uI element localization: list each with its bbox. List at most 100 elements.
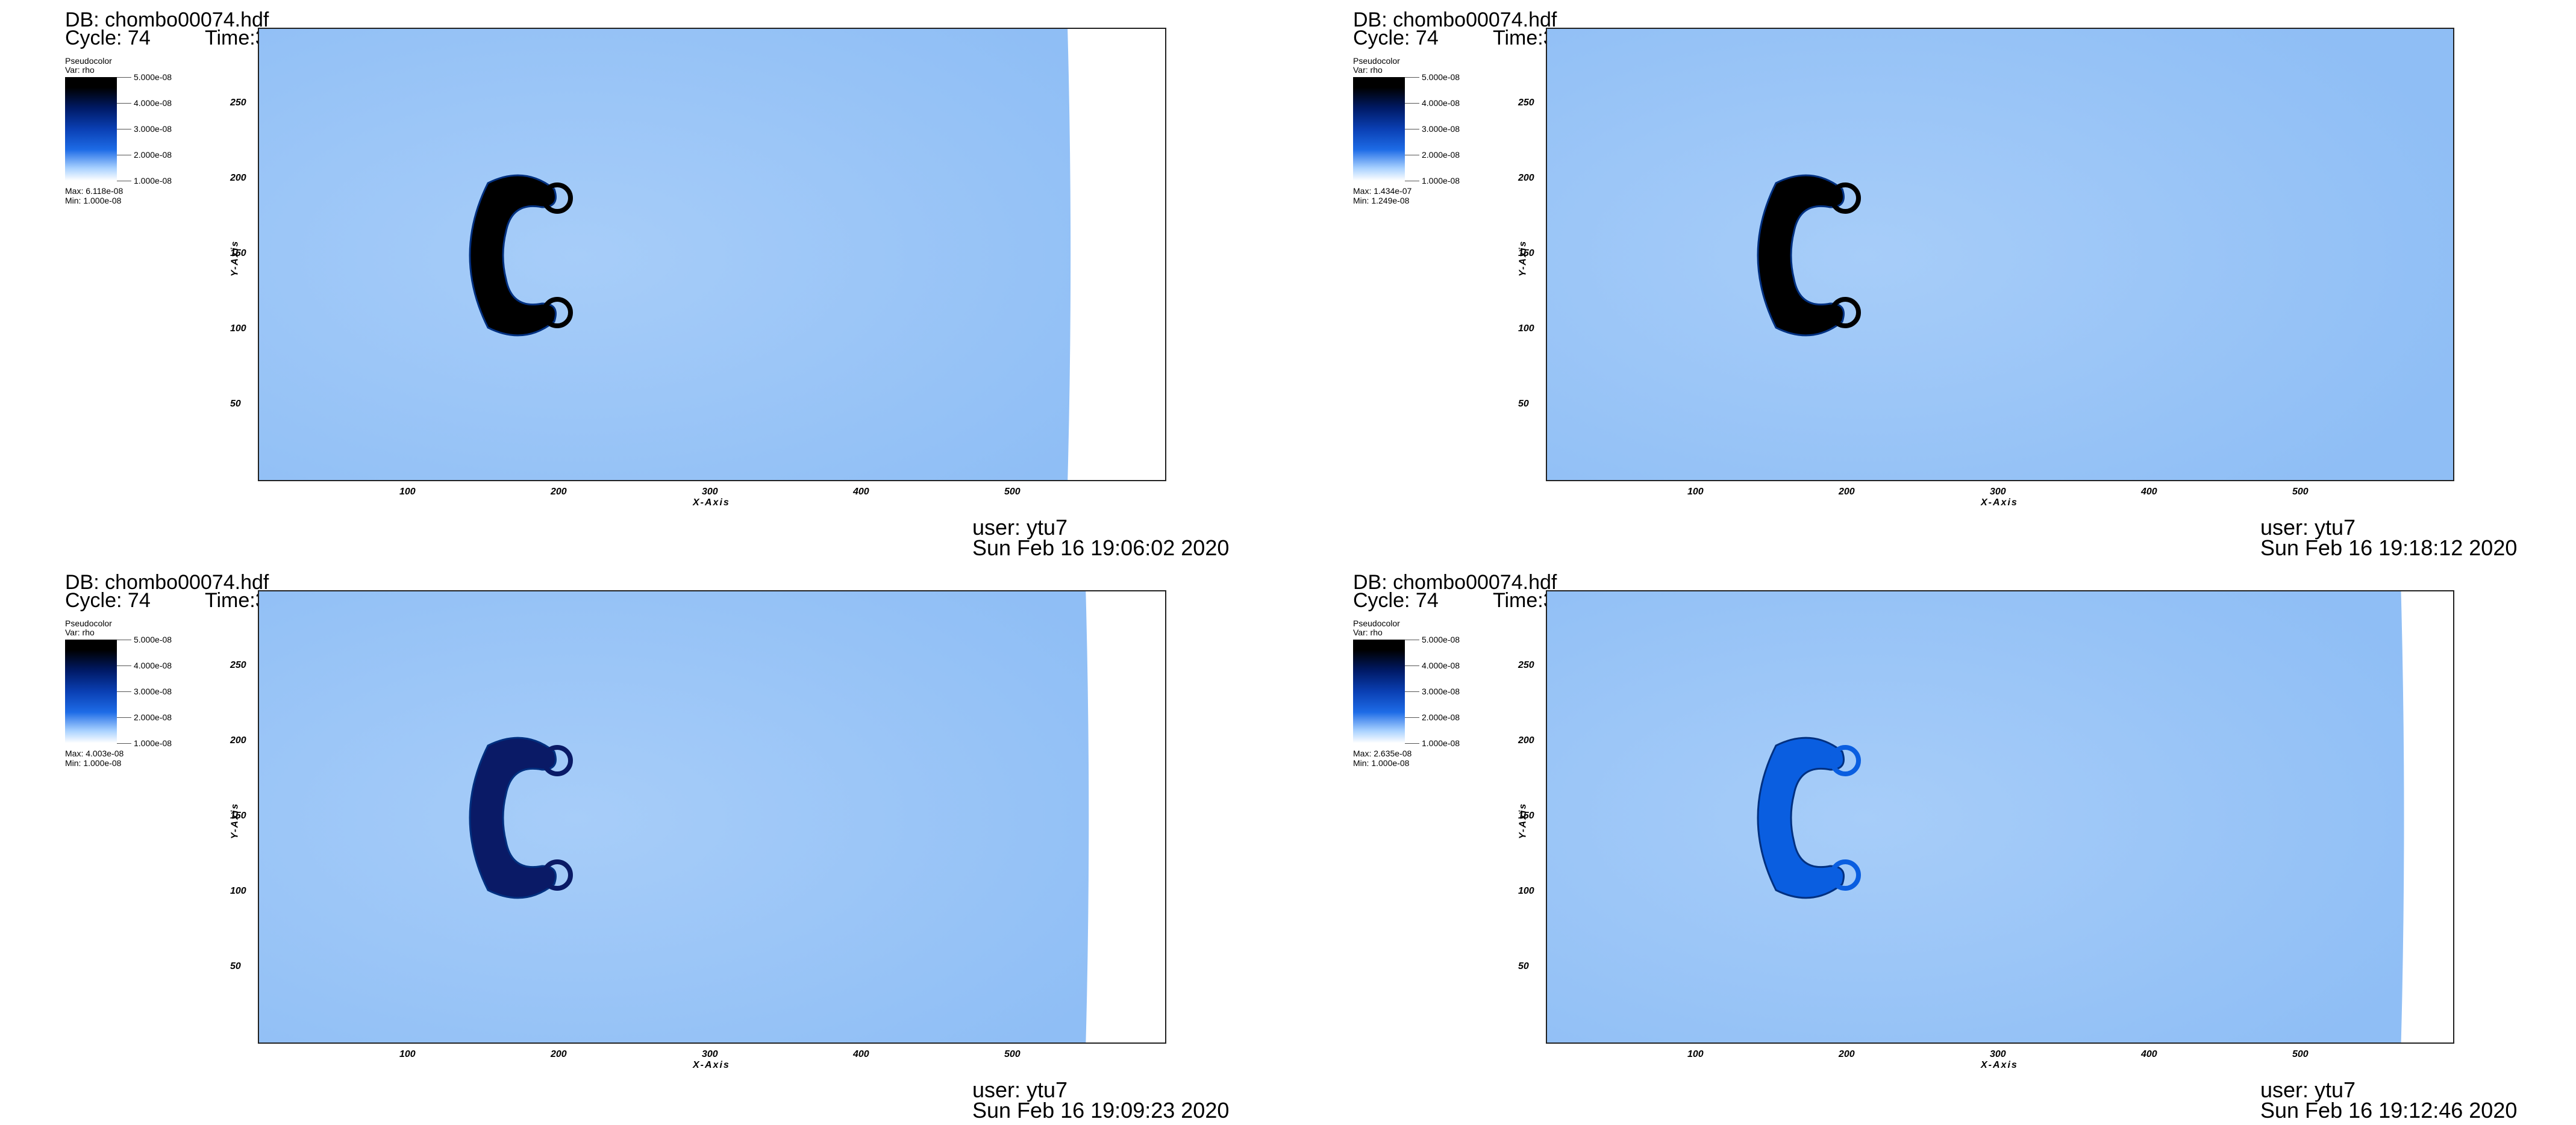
colorbar-tick-label: 1.000e-08 xyxy=(134,738,172,748)
shock-front xyxy=(1068,29,1165,480)
x-tick-label: 100 xyxy=(1687,1049,1704,1059)
legend-title: Pseudocolor Var: rho xyxy=(1353,619,1400,637)
y-tick-label: 200 xyxy=(1518,735,1534,746)
legend-plot-type: Pseudocolor xyxy=(1353,619,1400,628)
colorbar-tick xyxy=(117,717,131,718)
vortex-roll xyxy=(1830,745,1861,776)
y-tick-label: 250 xyxy=(230,98,246,108)
colorbar-tick-label: 3.000e-08 xyxy=(1422,687,1460,696)
dense-bubble xyxy=(469,174,557,337)
colorbar-tick-label: 2.000e-08 xyxy=(1422,712,1460,722)
legend-plot-type: Pseudocolor xyxy=(1353,56,1400,66)
y-tick-label: 50 xyxy=(230,961,241,971)
density-field xyxy=(1547,29,2453,480)
x-tick-label: 400 xyxy=(2141,487,2157,497)
legend-title: Pseudocolor Var: rho xyxy=(65,619,112,637)
legend-min: Min: 1.000e-08 xyxy=(65,758,122,768)
colorbar-tick-label: 4.000e-08 xyxy=(134,661,172,670)
timestamp: Sun Feb 16 19:18:12 2020 xyxy=(2260,535,2518,560)
cycle-label: Cycle: 74 xyxy=(1353,589,1439,612)
x-tick-label: 100 xyxy=(399,1049,416,1059)
x-tick-label: 100 xyxy=(399,487,416,497)
colorbar-tick-label: 2.000e-08 xyxy=(134,712,172,722)
timestamp: Sun Feb 16 19:12:46 2020 xyxy=(2260,1098,2518,1123)
x-tick-label: 500 xyxy=(2292,487,2309,497)
colorbar-tick-label: 4.000e-08 xyxy=(1422,661,1460,670)
legend-max: Max: 6.118e-08 xyxy=(65,186,123,196)
x-tick-label: 300 xyxy=(702,487,718,497)
visit-panel: DB: chombo00074.hdf Cycle: 74 Time:3.7e-… xyxy=(1288,562,2576,1125)
db-label: DB: chombo00074.hdf xyxy=(65,571,269,594)
colorbar-tick xyxy=(1405,665,1419,666)
vortex-roll xyxy=(1830,859,1861,891)
colorbar-tick xyxy=(1405,743,1419,744)
legend-var: Var: rho xyxy=(65,628,95,637)
y-tick-label: 150 xyxy=(1518,248,1534,258)
y-tick-label: 50 xyxy=(230,399,241,409)
cycle-label: Cycle: 74 xyxy=(65,26,151,49)
shock-front xyxy=(1086,591,1165,1042)
density-field xyxy=(259,591,1165,1042)
colorbar-tick-label: 5.000e-08 xyxy=(134,72,172,82)
timestamp: Sun Feb 16 19:09:23 2020 xyxy=(972,1098,1230,1123)
colorbar xyxy=(65,77,117,181)
density-plot xyxy=(258,590,1166,1044)
legend-title: Pseudocolor Var: rho xyxy=(65,57,112,75)
legend-plot-type: Pseudocolor xyxy=(65,619,112,628)
colorbar-tick xyxy=(1405,717,1419,718)
y-tick-label: 200 xyxy=(230,735,246,746)
colorbar-tick-label: 2.000e-08 xyxy=(1422,150,1460,160)
legend-min: Min: 1.000e-08 xyxy=(65,196,122,205)
y-tick-label: 150 xyxy=(1518,811,1534,821)
x-tick-label: 400 xyxy=(2141,1049,2157,1059)
colorbar-tick xyxy=(117,103,131,104)
legend-min: Min: 1.249e-08 xyxy=(1353,196,1410,205)
visit-panel: DB: chombo00074.hdf Cycle: 74 Time:3.7e-… xyxy=(1288,0,2576,562)
colorbar-tick xyxy=(1405,77,1419,78)
colorbar-tick xyxy=(117,691,131,692)
x-tick-label: 300 xyxy=(1990,487,2006,497)
x-tick-label: 400 xyxy=(853,487,869,497)
legend-max: Max: 4.003e-08 xyxy=(65,749,124,758)
vortex-roll xyxy=(542,297,573,328)
colorbar-tick-label: 2.000e-08 xyxy=(134,150,172,160)
visit-panel: DB: chombo00074.hdf Cycle: 74 Time:3.7e-… xyxy=(0,562,1288,1125)
density-background xyxy=(1547,591,2453,1042)
legend-plot-type: Pseudocolor xyxy=(65,56,112,66)
x-tick-label: 500 xyxy=(2292,1049,2309,1059)
y-tick-label: 100 xyxy=(230,886,246,896)
legend-max: Max: 2.635e-08 xyxy=(1353,749,1412,758)
x-axis-label: X-Axis xyxy=(693,1060,730,1070)
x-tick-label: 200 xyxy=(1839,1049,1855,1059)
density-background xyxy=(259,29,1165,480)
y-tick-label: 200 xyxy=(230,173,246,183)
x-axis-label: X-Axis xyxy=(1981,497,2018,508)
dense-bubble xyxy=(469,737,557,899)
y-tick-label: 100 xyxy=(1518,323,1534,334)
x-tick-label: 500 xyxy=(1004,1049,1021,1059)
colorbar-tick-label: 5.000e-08 xyxy=(134,635,172,644)
colorbar-tick-label: 3.000e-08 xyxy=(1422,124,1460,134)
vortex-roll xyxy=(542,745,573,776)
density-field xyxy=(259,29,1165,480)
y-tick-label: 50 xyxy=(1518,399,1529,409)
x-tick-label: 200 xyxy=(551,487,567,497)
colorbar-tick-label: 5.000e-08 xyxy=(1422,72,1460,82)
legend-min: Min: 1.000e-08 xyxy=(1353,758,1410,768)
x-tick-label: 300 xyxy=(702,1049,718,1059)
dense-bubble xyxy=(1757,737,1845,899)
timestamp: Sun Feb 16 19:06:02 2020 xyxy=(972,535,1230,560)
x-axis-label: X-Axis xyxy=(693,497,730,508)
density-plot xyxy=(1546,590,2454,1044)
y-tick-label: 250 xyxy=(1518,98,1534,108)
colorbar-tick-label: 1.000e-08 xyxy=(1422,738,1460,748)
colorbar xyxy=(1353,640,1405,743)
colorbar-tick-label: 3.000e-08 xyxy=(134,124,172,134)
colorbar-tick-label: 1.000e-08 xyxy=(1422,176,1460,185)
density-background xyxy=(259,591,1165,1042)
db-label: DB: chombo00074.hdf xyxy=(65,8,269,31)
cycle-label: Cycle: 74 xyxy=(65,589,151,612)
vortex-roll xyxy=(1830,297,1861,328)
x-tick-label: 300 xyxy=(1990,1049,2006,1059)
cycle-label: Cycle: 74 xyxy=(1353,26,1439,49)
